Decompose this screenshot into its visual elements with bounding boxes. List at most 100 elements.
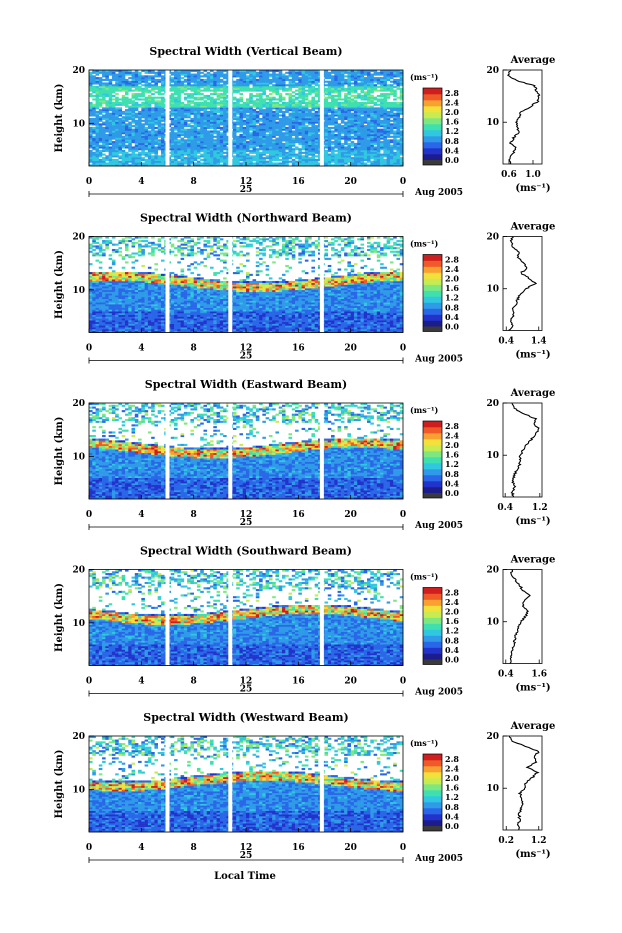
- heatmap-cell: [367, 139, 371, 141]
- heatmap-cell: [154, 162, 158, 164]
- heatmap-cell: [187, 154, 191, 156]
- heatmap-cell: [370, 127, 374, 129]
- heatmap-cell: [148, 113, 152, 115]
- heatmap-cell: [360, 134, 364, 136]
- heatmap-cell: [203, 155, 207, 157]
- heatmap-cell: [302, 162, 306, 164]
- heatmap-cell: [135, 145, 139, 147]
- heatmap-cell: [135, 138, 139, 140]
- heatmap-cell: [331, 159, 335, 161]
- heatmap-cell: [390, 145, 394, 147]
- heatmap-cell: [328, 141, 332, 143]
- heatmap-cell: [236, 150, 240, 152]
- heatmap-cell: [249, 152, 253, 154]
- heatmap-cell: [122, 125, 126, 127]
- heatmap-cell: [109, 152, 113, 154]
- heatmap-cell: [223, 132, 227, 134]
- heatmap-cell: [92, 132, 96, 134]
- heatmap-cell: [328, 129, 332, 131]
- heatmap-cell: [213, 114, 217, 116]
- heatmap-cell: [105, 145, 109, 147]
- heatmap-cell: [190, 120, 194, 122]
- heatmap-cell: [151, 155, 155, 157]
- heatmap-cell: [262, 129, 266, 131]
- heatmap-cell: [105, 157, 109, 159]
- heatmap-cell: [285, 148, 289, 150]
- heatmap-cell: [259, 118, 263, 120]
- heatmap-cell: [289, 152, 293, 154]
- heatmap-cell: [207, 159, 211, 161]
- heatmap-cell: [122, 161, 126, 163]
- heatmap-cell: [269, 141, 273, 143]
- heatmap-cell: [328, 143, 332, 145]
- heatmap-cell: [305, 150, 309, 152]
- heatmap-cell: [105, 136, 109, 138]
- heatmap-cell: [393, 134, 397, 136]
- heatmap-cell: [393, 130, 397, 132]
- heatmap-cell: [344, 132, 348, 134]
- heatmap-cell: [197, 138, 201, 140]
- heatmap-cell: [236, 152, 240, 154]
- heatmap-cell: [249, 132, 253, 134]
- heatmap-cell: [161, 134, 165, 136]
- heatmap-cell: [289, 136, 293, 138]
- heatmap-cell: [213, 143, 217, 145]
- heatmap-cell: [171, 136, 175, 138]
- heatmap-cell: [360, 125, 364, 127]
- heatmap-cell: [289, 154, 293, 156]
- heatmap-cell: [305, 122, 309, 124]
- heatmap-cell: [377, 114, 381, 116]
- heatmap-cell: [325, 146, 329, 148]
- heatmap-cell: [380, 138, 384, 140]
- heatmap-cell: [259, 146, 263, 148]
- heatmap-cell: [341, 143, 345, 145]
- heatmap-cell: [128, 129, 132, 131]
- heatmap-cell: [285, 130, 289, 132]
- heatmap-cell: [243, 129, 247, 131]
- heatmap-cell: [184, 159, 188, 161]
- heatmap-cell: [393, 152, 397, 154]
- heatmap-cell: [282, 155, 286, 157]
- heatmap-cell: [338, 118, 342, 120]
- heatmap-cell: [357, 150, 361, 152]
- heatmap-cell: [217, 114, 221, 116]
- heatmap-cell: [92, 161, 96, 163]
- heatmap-cell: [115, 118, 119, 120]
- heatmap-cells: [89, 70, 403, 166]
- heatmap-cell: [122, 122, 126, 124]
- heatmap-cell: [354, 143, 358, 145]
- heatmap-cell: [115, 154, 119, 156]
- heatmap-cell: [203, 152, 207, 154]
- heatmap-cell: [282, 139, 286, 141]
- heatmap-cell: [249, 157, 253, 159]
- heatmap-cell: [210, 146, 214, 148]
- heatmap-cell: [269, 138, 273, 140]
- heatmap-cell: [239, 127, 243, 129]
- heatmap-cell: [217, 143, 221, 145]
- heatmap-cell: [262, 141, 266, 143]
- heatmap-cell: [213, 132, 217, 134]
- heatmap-cell: [347, 136, 351, 138]
- heatmap-cell: [289, 161, 293, 163]
- heatmap-cell: [161, 152, 165, 154]
- heatmap-cell: [315, 130, 319, 132]
- heatmap-cell: [246, 114, 250, 116]
- heatmap-cell: [396, 141, 400, 143]
- heatmap-cell: [141, 154, 145, 156]
- heatmap-cell: [128, 138, 132, 140]
- heatmap-cell: [132, 120, 136, 122]
- heatmap-cell: [96, 145, 100, 147]
- heatmap-cell: [377, 145, 381, 147]
- heatmap-cell: [396, 134, 400, 136]
- heatmap-cell: [96, 114, 100, 116]
- heatmap-cell: [328, 123, 332, 125]
- heatmap-cell: [344, 123, 348, 125]
- heatmap-cell: [132, 114, 136, 116]
- heatmap-cell: [128, 159, 132, 161]
- heatmap-cell: [282, 132, 286, 134]
- heatmap-cell: [213, 162, 217, 164]
- heatmap-cell: [200, 136, 204, 138]
- heatmap-cell: [370, 146, 374, 148]
- heatmap-cell: [357, 148, 361, 150]
- heatmap-cell: [233, 161, 237, 163]
